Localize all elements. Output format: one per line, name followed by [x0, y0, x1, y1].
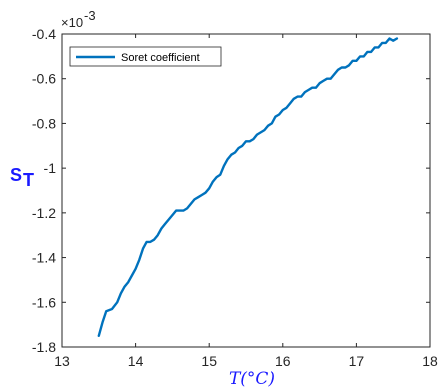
y-axis-label-subscript: T	[23, 170, 34, 190]
y-tick-label: -1.6	[32, 294, 56, 310]
y-exponent-power: -3	[84, 8, 96, 23]
y-axis-label: S	[10, 165, 22, 185]
y-tick-label: -1.2	[32, 205, 56, 221]
y-tick-labels: -0.4 -0.6 -0.8 -1 -1.2 -1.4 -1.6 -1.8	[32, 26, 56, 355]
y-tick-label: -0.4	[32, 26, 56, 42]
x-tick-label: 18	[422, 353, 438, 369]
y-tick-label: -0.6	[32, 71, 56, 87]
y-tick-label: -1	[44, 160, 57, 176]
x-tick-labels: 13 14 15 16 17 18	[54, 353, 438, 369]
x-axis-label: T(°C)	[229, 369, 275, 388]
x-tick-label: 14	[128, 353, 144, 369]
legend-box	[69, 46, 222, 67]
x-tick-label: 17	[349, 353, 365, 369]
y-tick-label: -1.8	[32, 339, 56, 355]
series-line-soret-coefficient	[97, 37, 399, 337]
y-tick-label: -0.8	[32, 115, 56, 131]
plot-area	[61, 33, 431, 348]
y-tick-label: -1.4	[32, 250, 56, 266]
legend: Soret coefficient	[69, 46, 222, 67]
x-tick-label: 15	[201, 353, 217, 369]
legend-label: Soret coefficient	[121, 52, 200, 64]
x-tick-label: 16	[275, 353, 291, 369]
y-exponent-base: ×10	[61, 15, 83, 30]
x-tick-label: 13	[54, 353, 70, 369]
ticks-group	[61, 33, 431, 348]
